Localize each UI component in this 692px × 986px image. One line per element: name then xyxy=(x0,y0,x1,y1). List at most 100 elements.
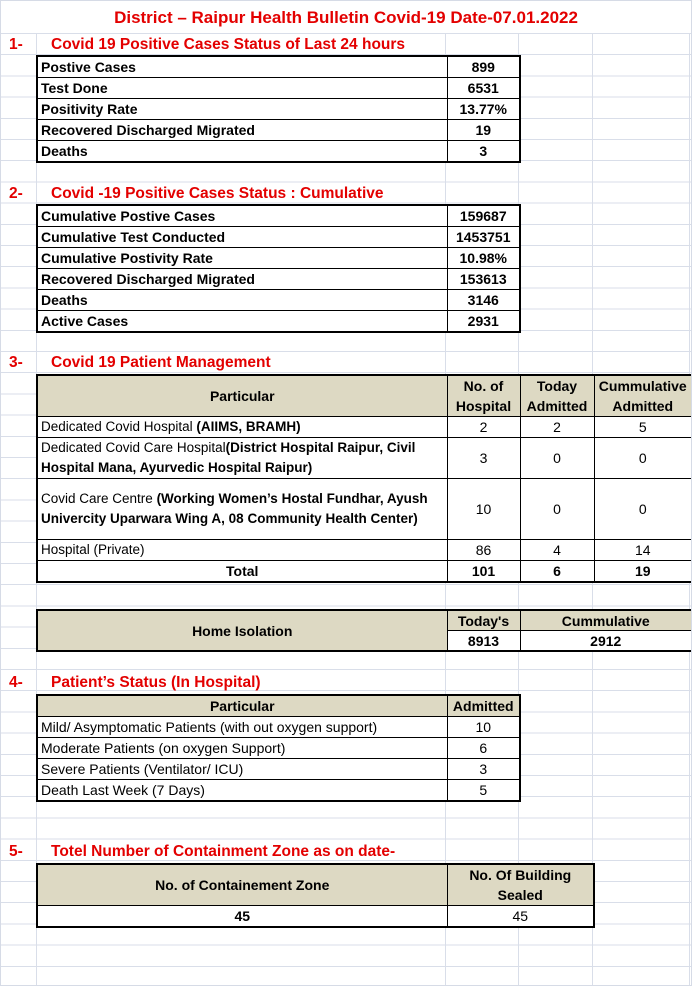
section-3-title: Covid 19 Patient Management xyxy=(51,354,271,371)
table-row: Dedicated Covid Hospital (AIIMS, BRAMH) … xyxy=(36,416,691,438)
section-4-number: 4- xyxy=(9,674,23,691)
home-isolation-label: Home Isolation xyxy=(36,609,448,652)
row-value: 2931 xyxy=(446,310,521,333)
row-value: 10.98% xyxy=(446,247,521,269)
col-header-containment-zone: No. of Containement Zone xyxy=(36,863,448,906)
label-plain: Dedicated Covid Care Hospital xyxy=(41,440,226,455)
col-header-no-of-hospital: No. of Hospital xyxy=(446,374,521,417)
today-admitted-value: 4 xyxy=(519,539,595,561)
table-row: Recovered Discharged Migrated 153613 xyxy=(36,268,521,290)
row-value: 5 xyxy=(446,779,521,802)
table-row: Death Last Week (7 Days) 5 xyxy=(36,779,521,802)
section-2-heading: 2- Covid -19 Positive Cases Status : Cum… xyxy=(1,183,691,204)
total-hospitals: 101 xyxy=(446,560,521,583)
todays-value: 8913 xyxy=(446,630,521,652)
cumulative-admitted-value: 0 xyxy=(593,478,691,540)
label-bold: (District Hospital Raipur, Civil Hospita… xyxy=(41,440,416,475)
table-row: 8913 2912 xyxy=(37,630,691,652)
row-label: Hospital (Private) xyxy=(36,539,448,561)
section-3-number: 3- xyxy=(9,354,23,371)
section-4-title: Patient’s Status (In Hospital) xyxy=(51,674,261,691)
table-row: Cumulative Postivity Rate 10.98% xyxy=(36,247,521,269)
table-patient-status: Particular Admitted Mild/ Asymptomatic P… xyxy=(36,694,521,802)
hospitals-value: 2 xyxy=(446,416,521,438)
table-row: Positivity Rate 13.77% xyxy=(36,98,521,120)
table-row: Cumulative Postive Cases 159687 xyxy=(36,204,521,227)
row-label: Recovered Discharged Migrated xyxy=(36,119,448,141)
section-1-title: Covid 19 Positive Cases Status of Last 2… xyxy=(51,36,406,53)
cumulative-admitted-value: 14 xyxy=(593,539,691,561)
table-row: Covid Care Centre (Working Women’s Hosta… xyxy=(36,478,691,540)
label-plain: Dedicated Covid Hospital xyxy=(41,419,197,434)
row-value: 159687 xyxy=(446,204,521,227)
label-bold: (AIIMS, BRAMH) xyxy=(196,419,301,434)
section-3-heading: 3- Covid 19 Patient Management xyxy=(1,352,691,373)
row-label: Death Last Week (7 Days) xyxy=(36,779,448,802)
table-cumulative-status: Cumulative Postive Cases 159687 Cumulati… xyxy=(36,204,521,333)
col-header-particular: Particular xyxy=(36,694,448,717)
section-2-title: Covid -19 Positive Cases Status : Cumula… xyxy=(51,185,384,202)
table-home-isolation: Home Isolation Today's Cummulative 8913 … xyxy=(36,609,691,652)
table-row: Dedicated Covid Care Hospital(District H… xyxy=(36,437,691,479)
hospitals-value: 3 xyxy=(446,437,521,479)
row-label: Recovered Discharged Migrated xyxy=(36,268,448,290)
cumulative-admitted-value: 5 xyxy=(593,416,691,438)
row-label: Cumulative Postive Cases xyxy=(36,204,448,227)
col-header-cumulative-admitted: Cummulative Admitted xyxy=(593,374,691,417)
table-row: Deaths 3 xyxy=(36,140,521,163)
cumulative-header: Cummulative xyxy=(519,609,691,631)
row-label: Moderate Patients (on oxygen Support) xyxy=(36,737,448,759)
row-label: Covid Care Centre (Working Women’s Hosta… xyxy=(36,478,448,540)
table-header-row: Home Isolation Today's Cummulative xyxy=(36,609,691,652)
row-value: 19 xyxy=(446,119,521,141)
table-row: Deaths 3146 xyxy=(36,289,521,311)
table-row: Moderate Patients (on oxygen Support) 6 xyxy=(36,737,521,759)
table-row: Test Done 6531 xyxy=(36,77,521,99)
label-plain: Hospital (Private) xyxy=(41,542,145,557)
row-label: Deaths xyxy=(36,289,448,311)
table-header-row: Particular No. of Hospital Today Admitte… xyxy=(36,374,691,417)
table-row: Severe Patients (Ventilator/ ICU) 3 xyxy=(36,758,521,780)
hospitals-value: 86 xyxy=(446,539,521,561)
label-bold: (Working Women’s Hostal Fundhar, Ayush U… xyxy=(41,491,428,526)
table-row: Recovered Discharged Migrated 19 xyxy=(36,119,521,141)
table-total-row: Total 101 6 19 xyxy=(36,560,691,583)
col-header-admitted: Admitted xyxy=(446,694,521,717)
table-header-row: Particular Admitted xyxy=(36,694,521,717)
row-value: 1453751 xyxy=(446,226,521,248)
table-row: Mild/ Asymptomatic Patients (with out ox… xyxy=(36,716,521,738)
section-5-title: Totel Number of Containment Zone as on d… xyxy=(51,843,396,860)
row-label: Positivity Rate xyxy=(36,98,448,120)
row-value: 13.77% xyxy=(446,98,521,120)
table-containment-zone: No. of Containement Zone No. Of Building… xyxy=(36,863,595,928)
label-plain: Covid Care Centre xyxy=(41,491,157,506)
col-header-particular: Particular xyxy=(36,374,448,417)
total-today-admitted: 6 xyxy=(519,560,595,583)
building-sealed-value: 45 xyxy=(446,905,595,928)
row-value: 153613 xyxy=(446,268,521,290)
total-cumulative-admitted: 19 xyxy=(593,560,691,583)
table-positive-cases-24h: Postive Cases 899 Test Done 6531 Positiv… xyxy=(36,55,521,163)
row-value: 3 xyxy=(446,140,521,163)
row-value: 899 xyxy=(446,55,521,78)
row-label: Mild/ Asymptomatic Patients (with out ox… xyxy=(36,716,448,738)
containment-zone-value: 45 xyxy=(36,905,448,928)
today-admitted-value: 0 xyxy=(519,437,595,479)
row-label: Cumulative Test Conducted xyxy=(36,226,448,248)
table-row: Cumulative Test Conducted 1453751 xyxy=(36,226,521,248)
row-label: Dedicated Covid Hospital (AIIMS, BRAMH) xyxy=(36,416,448,438)
section-4-heading: 4- Patient’s Status (In Hospital) xyxy=(1,672,691,693)
row-value: 6 xyxy=(446,737,521,759)
cumulative-admitted-value: 0 xyxy=(593,437,691,479)
col-header-building-sealed: No. Of Building Sealed xyxy=(446,863,595,906)
row-label: Dedicated Covid Care Hospital(District H… xyxy=(36,437,448,479)
row-value: 6531 xyxy=(446,77,521,99)
table-row: 45 45 xyxy=(36,905,595,928)
section-1-heading: 1- Covid 19 Positive Cases Status of Las… xyxy=(1,34,691,55)
row-label: Cumulative Postivity Rate xyxy=(36,247,448,269)
section-5-number: 5- xyxy=(9,843,23,860)
cumulative-value: 2912 xyxy=(519,630,691,652)
todays-header: Today's xyxy=(446,609,521,631)
row-label: Severe Patients (Ventilator/ ICU) xyxy=(36,758,448,780)
